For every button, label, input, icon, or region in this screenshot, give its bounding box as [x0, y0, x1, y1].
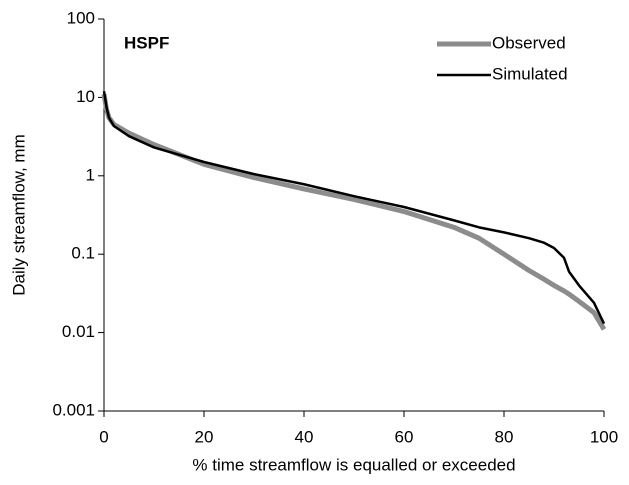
legend-label: Simulated — [492, 64, 568, 83]
data-line — [102, 90, 606, 325]
data-line — [101, 93, 607, 331]
y-tick-label: 0.1 — [71, 244, 95, 263]
annotation: HSPF — [124, 33, 169, 52]
legend-label: Observed — [492, 33, 566, 52]
y-tick-label: 0.001 — [52, 400, 95, 419]
x-tick-label: 20 — [195, 427, 214, 446]
x-axis-label: % time streamflow is equalled or exceede… — [192, 455, 515, 474]
x-tick-label: 40 — [295, 427, 314, 446]
x-tick-label: 60 — [395, 427, 414, 446]
x-tick-label: 0 — [99, 427, 108, 446]
y-tick-label: 1 — [86, 165, 95, 184]
y-tick-label: 10 — [76, 87, 95, 106]
y-tick-label: 0.01 — [62, 322, 95, 341]
x-tick-label: 100 — [590, 427, 618, 446]
x-tick-label: 80 — [495, 427, 514, 446]
y-tick-label: 100 — [67, 8, 95, 27]
y-axis-label: Daily streamflow, mm — [9, 134, 28, 296]
